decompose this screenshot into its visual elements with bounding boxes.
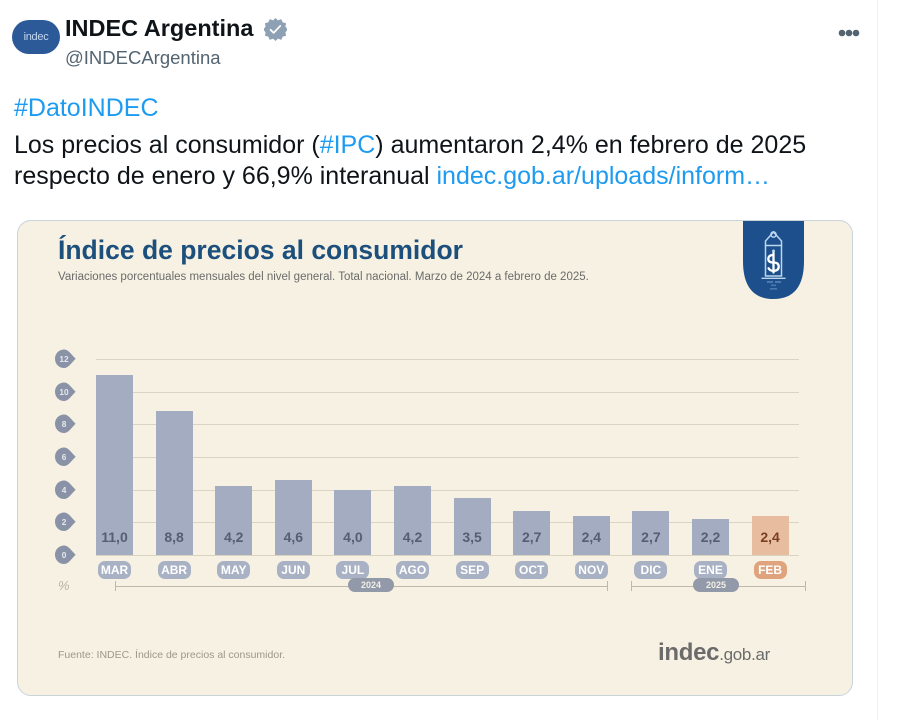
svg-text:8: 8 xyxy=(62,420,67,430)
svg-text:0: 0 xyxy=(62,550,67,560)
svg-text:12: 12 xyxy=(59,354,69,364)
svg-text:6: 6 xyxy=(62,452,67,462)
svg-text:10: 10 xyxy=(59,387,69,397)
svg-text:4: 4 xyxy=(62,485,67,495)
svg-text:2: 2 xyxy=(62,518,67,528)
